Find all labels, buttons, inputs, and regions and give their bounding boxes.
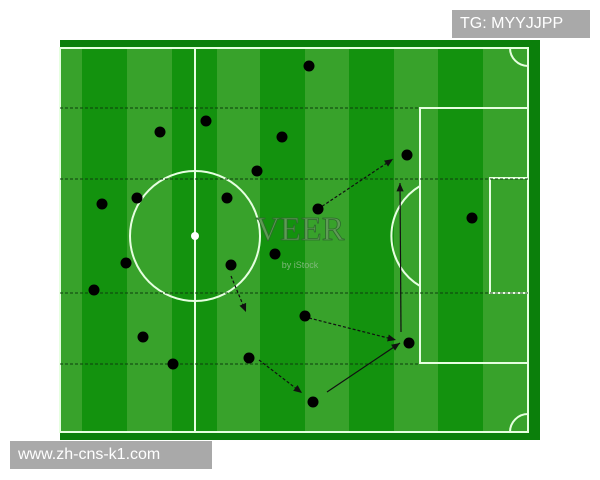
center-circle <box>129 170 261 302</box>
pitch-stripe <box>217 48 260 432</box>
penalty-arc <box>390 185 421 287</box>
player-marker <box>167 358 179 370</box>
pitch-stripe <box>260 48 305 432</box>
player-marker <box>303 60 315 72</box>
player-marker <box>466 212 478 224</box>
pitch-stripe <box>127 48 172 432</box>
player-marker <box>401 149 413 161</box>
player-marker <box>120 257 132 269</box>
player-marker <box>299 310 311 322</box>
watermark-brand: VEER <box>256 211 345 248</box>
player-marker <box>276 131 288 143</box>
player-marker <box>221 192 233 204</box>
pass-arrow <box>396 182 404 333</box>
player-marker <box>137 331 149 343</box>
player-marker <box>312 203 324 215</box>
player-marker <box>251 165 263 177</box>
player-marker <box>96 198 108 210</box>
watermark: VEER by iStock <box>255 211 345 270</box>
players <box>88 60 478 408</box>
player-marker <box>131 192 143 204</box>
pass-arrow <box>230 275 247 313</box>
pass-arrows <box>230 158 404 394</box>
pitch-stripe <box>82 48 127 432</box>
player-marker <box>307 396 319 408</box>
zone-lines <box>60 107 528 365</box>
player-marker <box>154 126 166 138</box>
pitch-stripe <box>60 48 82 432</box>
pitch-stripe <box>394 48 438 432</box>
pass-arrow <box>317 158 394 210</box>
player-marker <box>225 259 237 271</box>
pitch-stripe <box>349 48 394 432</box>
goal-area <box>489 177 529 294</box>
watermark-sub: by iStock <box>282 260 319 270</box>
pitch-stripe <box>305 48 349 432</box>
player-marker <box>88 284 100 296</box>
website-label: www.zh-cns-k1.com <box>10 441 212 469</box>
corner-arc-top <box>509 47 529 67</box>
pass-arrow <box>258 359 303 394</box>
player-marker <box>243 352 255 364</box>
center-spot <box>191 232 199 240</box>
pass-arrow <box>326 342 401 393</box>
pitch-stripe <box>438 48 483 432</box>
player-marker <box>403 337 415 349</box>
player-marker <box>269 248 281 260</box>
player-marker <box>200 115 212 127</box>
corner-arc-bottom <box>509 413 529 433</box>
telegram-label: TG: MYYJJPP <box>452 10 590 38</box>
